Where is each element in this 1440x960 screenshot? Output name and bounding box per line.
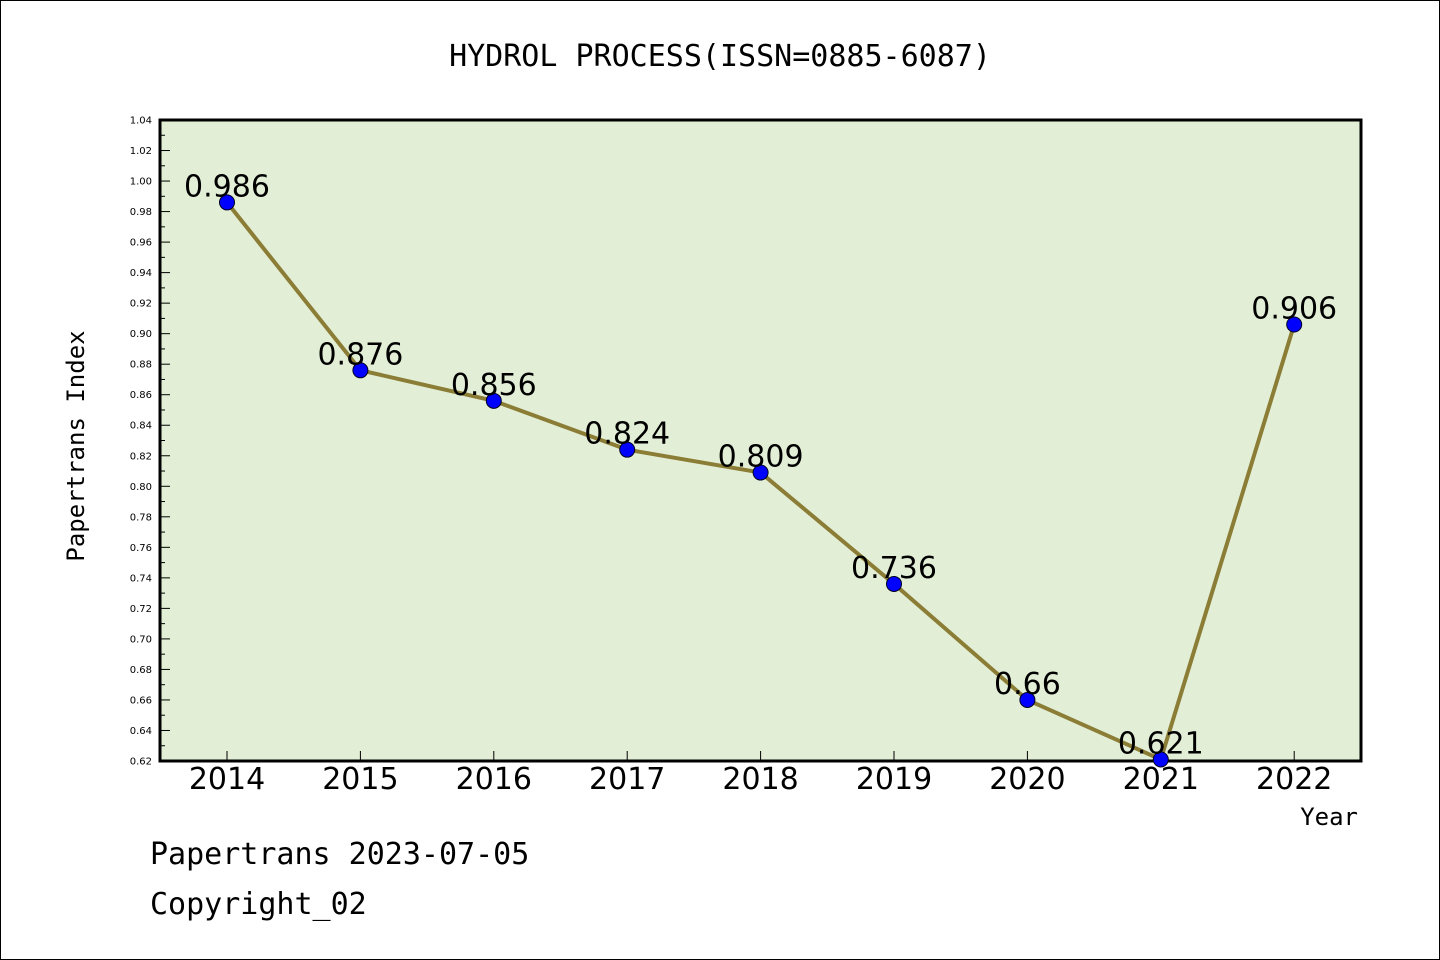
data-point-2021 bbox=[1152, 751, 1169, 768]
y-tick-label: 0.88 bbox=[130, 360, 152, 371]
data-label-2015: 0.876 bbox=[317, 337, 403, 372]
y-tick-label: 0.98 bbox=[130, 207, 152, 218]
y-tick-label: 0.94 bbox=[130, 268, 152, 279]
data-label-2018: 0.809 bbox=[718, 440, 804, 475]
data-label-2022: 0.906 bbox=[1251, 292, 1337, 327]
x-tick-label-2019: 2019 bbox=[856, 762, 932, 797]
y-tick-label: 0.84 bbox=[130, 421, 152, 432]
y-axis-ticks: 0.62 0.64 0.66 0.68 0.70 0.72 0.74 0.76 0.78 0.80… bbox=[130, 116, 170, 768]
data-label-2016: 0.856 bbox=[451, 368, 537, 403]
y-tick-label: 0.80 bbox=[130, 482, 152, 493]
y-tick-label: 0.68 bbox=[130, 665, 152, 676]
y-tick-label: 0.86 bbox=[130, 390, 152, 401]
data-label-2020: 0.66 bbox=[994, 667, 1061, 702]
y-tick-label: 0.70 bbox=[130, 634, 152, 645]
data-point-2014 bbox=[219, 194, 235, 211]
data-point-2016 bbox=[485, 392, 502, 409]
x-axis-ticks: 2014 2015 2016 2017 2018 2019 2020 2021 2022 bbox=[189, 751, 1332, 797]
data-label-2019: 0.736 bbox=[851, 551, 937, 586]
points-layer bbox=[219, 194, 1303, 768]
data-point-2022 bbox=[1286, 316, 1303, 333]
x-tick-label-2016: 2016 bbox=[456, 762, 532, 797]
y-tick-label: 0.78 bbox=[130, 512, 152, 523]
footer-date-label: Papertrans 2023-07-05 bbox=[150, 837, 529, 872]
data-point-2015 bbox=[352, 362, 369, 379]
y-tick-label: 0.76 bbox=[130, 543, 152, 554]
y-tick-label: 0.74 bbox=[130, 573, 152, 584]
data-label-2014: 0.986 bbox=[184, 169, 270, 204]
y-tick-label: 0.82 bbox=[130, 451, 152, 462]
chart-title: HYDROL PROCESS(ISSN=0885-6087) bbox=[449, 39, 991, 74]
y-tick-label: 0.90 bbox=[130, 329, 152, 340]
y-tick-label: 1.00 bbox=[130, 177, 152, 188]
data-point-2018 bbox=[752, 464, 769, 481]
x-tick-label-2018: 2018 bbox=[722, 762, 798, 797]
y-tick-label: 0.72 bbox=[130, 604, 152, 615]
x-tick-label-2017: 2017 bbox=[589, 762, 665, 797]
x-tick-label-2014: 2014 bbox=[189, 762, 265, 797]
x-axis-title: Year bbox=[1300, 803, 1358, 831]
x-tick-label-2015: 2015 bbox=[322, 762, 398, 797]
plot-area bbox=[158, 118, 1363, 763]
footer-copyright-label: Copyright_02 bbox=[150, 887, 367, 922]
x-tick-label-2020: 2020 bbox=[989, 762, 1065, 797]
y-tick-label: 1.02 bbox=[130, 146, 152, 157]
y-tick-label: 0.96 bbox=[130, 238, 152, 249]
x-tick-label-2021: 2021 bbox=[1123, 762, 1199, 797]
data-point-2020 bbox=[1019, 691, 1036, 708]
y-tick-label: 0.66 bbox=[130, 695, 152, 706]
data-labels-layer: 0.986 0.876 0.856 0.824 0.809 0.736 0.66 0.621 0… bbox=[184, 169, 1337, 761]
y-tick-label: 0.92 bbox=[130, 299, 152, 310]
data-label-2021: 0.621 bbox=[1118, 726, 1204, 761]
y-tick-label: 1.04 bbox=[130, 116, 152, 127]
data-label-2017: 0.824 bbox=[584, 417, 670, 452]
data-point-2017 bbox=[619, 441, 636, 458]
data-point-2019 bbox=[886, 575, 902, 592]
x-tick-label-2022: 2022 bbox=[1256, 762, 1332, 797]
y-axis-title: Papertrans Index bbox=[62, 330, 90, 561]
y-tick-label: 0.64 bbox=[130, 726, 152, 737]
y-tick-label: 0.62 bbox=[130, 757, 152, 768]
